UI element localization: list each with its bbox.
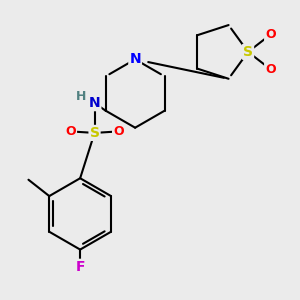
Text: O: O [265, 28, 276, 41]
Text: F: F [75, 260, 85, 274]
Text: O: O [65, 125, 76, 138]
Text: N: N [129, 52, 141, 66]
Text: H: H [76, 90, 86, 103]
Text: N: N [89, 96, 100, 110]
Text: O: O [265, 63, 276, 76]
Text: S: S [89, 126, 100, 140]
Text: S: S [243, 45, 253, 59]
Text: O: O [113, 125, 124, 138]
